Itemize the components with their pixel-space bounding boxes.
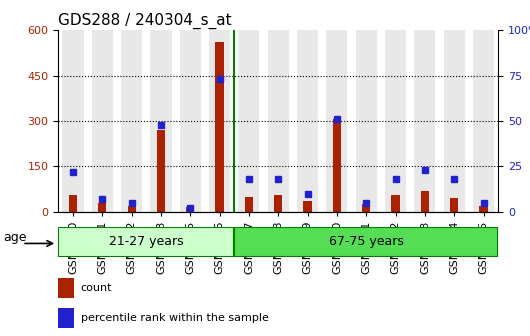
Bar bbox=[63, 30, 84, 212]
Bar bbox=[121, 30, 142, 212]
Bar bbox=[421, 191, 429, 212]
Bar bbox=[414, 30, 436, 212]
Bar bbox=[98, 203, 107, 212]
Bar bbox=[157, 130, 165, 212]
Bar bbox=[297, 30, 318, 212]
Text: age: age bbox=[3, 231, 27, 244]
Bar bbox=[58, 278, 74, 298]
Bar bbox=[385, 30, 406, 212]
Bar bbox=[274, 195, 282, 212]
Bar bbox=[392, 195, 400, 212]
Bar bbox=[333, 120, 341, 212]
Bar bbox=[58, 227, 234, 257]
Bar bbox=[326, 30, 348, 212]
Bar bbox=[234, 227, 498, 257]
Text: GDS288 / 240304_s_at: GDS288 / 240304_s_at bbox=[58, 13, 232, 29]
Bar bbox=[216, 42, 224, 212]
Bar bbox=[362, 204, 370, 212]
Bar bbox=[186, 207, 195, 212]
Text: percentile rank within the sample: percentile rank within the sample bbox=[81, 313, 269, 323]
Bar bbox=[450, 198, 458, 212]
Bar bbox=[238, 30, 260, 212]
Bar bbox=[480, 206, 488, 212]
Bar bbox=[92, 30, 113, 212]
Bar bbox=[209, 30, 230, 212]
Bar bbox=[151, 30, 172, 212]
Text: 21-27 years: 21-27 years bbox=[109, 236, 183, 248]
Bar bbox=[69, 195, 77, 212]
Text: count: count bbox=[81, 283, 112, 293]
Bar bbox=[473, 30, 494, 212]
Bar bbox=[268, 30, 289, 212]
Bar bbox=[128, 206, 136, 212]
Bar bbox=[304, 201, 312, 212]
Text: 67-75 years: 67-75 years bbox=[329, 236, 404, 248]
Bar bbox=[356, 30, 377, 212]
Bar bbox=[58, 308, 74, 328]
Bar bbox=[180, 30, 201, 212]
Bar bbox=[245, 197, 253, 212]
Bar bbox=[444, 30, 465, 212]
